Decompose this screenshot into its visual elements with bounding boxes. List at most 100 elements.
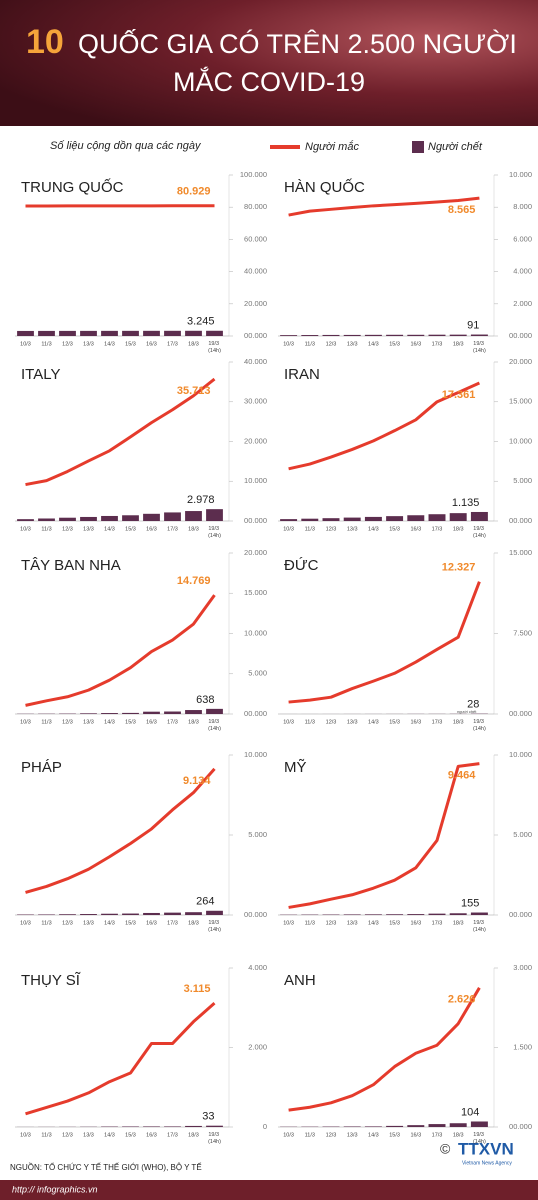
y-tick-label: 20.000	[244, 299, 267, 308]
logo: TTXVN	[458, 1139, 514, 1158]
x-tick-label: 15/3	[125, 920, 136, 926]
x-tick-label: 16/3	[410, 920, 421, 926]
x-tick-label: 10/3	[283, 719, 294, 725]
death-bar	[470, 912, 488, 915]
x-tick-label: 18/3	[188, 526, 199, 532]
cases-label: 3.115	[184, 983, 211, 995]
death-bar	[449, 513, 467, 521]
x-tick-label: 17/3	[432, 1132, 443, 1138]
y-tick-label: 00.000	[509, 1122, 532, 1131]
death-bar	[143, 912, 160, 915]
x-tick-label: 15/3	[389, 920, 400, 926]
x-tick-label: 17/3	[432, 719, 443, 725]
y-tick-label: 6.000	[513, 234, 532, 243]
death-label: 91	[467, 319, 479, 331]
x-tick-label: 19/3 (14h)	[208, 526, 221, 539]
x-tick-label: 16/3	[146, 719, 157, 725]
x-tick-label: 18/3	[453, 341, 464, 347]
cases-label: 9.464	[448, 769, 476, 781]
death-bar	[59, 517, 76, 521]
y-tick-label: 00.000	[244, 516, 267, 525]
death-bar	[428, 514, 446, 521]
cases-line	[25, 1002, 216, 1116]
x-tick-label: 18/3	[188, 719, 199, 725]
death-bar	[449, 1123, 467, 1127]
logo-subtitle: Vietnam News Agency	[462, 1160, 512, 1166]
death-bar	[322, 518, 340, 521]
death-bar	[80, 516, 97, 521]
chart-title: ITALY	[21, 366, 60, 383]
cases-label: 35.713	[177, 385, 211, 397]
death-bar	[143, 330, 160, 336]
y-tick-label: 15.000	[509, 548, 532, 557]
cases-label: 2.626	[448, 994, 476, 1006]
death-bar	[185, 511, 202, 521]
y-tick-label: 80.000	[244, 202, 267, 211]
cases-label: 17.361	[442, 389, 476, 401]
source: NGUỒN: TỔ CHỨC Y TẾ THẾ GIỚI (WHO), BỘ Y…	[10, 1162, 202, 1172]
death-label: 638	[196, 694, 214, 706]
x-tick-label: 14/3	[368, 526, 379, 532]
chart-title: MỸ	[284, 759, 307, 776]
x-tick-label: 15/3	[389, 526, 400, 532]
legend-swatch	[412, 141, 424, 153]
legend-label: Người chết	[428, 141, 483, 153]
death-label: 264	[196, 896, 214, 908]
title-line: MẮC COVID-19	[173, 66, 365, 97]
x-tick-label: 19/3 (14h)	[473, 920, 486, 933]
url: http:// infographics.vn	[12, 1184, 98, 1194]
death-bar	[206, 330, 223, 336]
x-tick-label: 15/3	[389, 341, 400, 347]
x-tick-label: 15/3	[125, 1132, 136, 1138]
copyright: ©	[440, 1141, 451, 1157]
death-bar	[364, 914, 382, 915]
death-bar	[164, 711, 181, 714]
cases-label: 9.134	[183, 775, 211, 787]
cases-line	[25, 767, 216, 894]
death-bar	[407, 914, 425, 915]
x-tick-label: 10/3	[20, 719, 31, 725]
x-tick-label: 14/3	[104, 920, 115, 926]
death-bar	[343, 517, 361, 521]
death-bar	[143, 711, 160, 714]
y-tick-label: 8.000	[513, 202, 532, 211]
x-tick-label: 13/3	[347, 341, 358, 347]
death-bar	[185, 330, 202, 336]
death-bar	[407, 515, 425, 521]
x-tick-label: 14/3	[368, 1132, 379, 1138]
death-bar	[164, 912, 181, 915]
x-tick-label: 11/3	[305, 1132, 315, 1138]
x-tick-label: 12/3	[326, 1132, 337, 1138]
x-tick-label: 12/3	[326, 341, 337, 347]
death-bar	[301, 518, 319, 521]
y-tick-label: 15.000	[244, 588, 267, 597]
x-tick-label: 18/3	[453, 719, 464, 725]
x-tick-label: 18/3	[453, 1132, 464, 1138]
death-bar	[301, 335, 319, 336]
x-tick-label: 14/3	[368, 341, 379, 347]
y-tick-label: 20.000	[244, 548, 267, 557]
y-tick-label: 5.000	[513, 830, 532, 839]
cases-line	[288, 762, 480, 909]
death-bar	[143, 1126, 160, 1127]
death-bar	[164, 330, 181, 336]
y-tick-label: 10.000	[509, 170, 532, 179]
death-bar	[122, 1126, 139, 1127]
y-tick-label: 60.000	[244, 234, 267, 243]
death-bar	[428, 334, 446, 336]
death-bar	[185, 710, 202, 714]
x-tick-label: 13/3	[83, 719, 94, 725]
x-tick-label: 11/3	[305, 719, 315, 725]
x-tick-label: 17/3	[167, 719, 178, 725]
legend-label: Người mắc	[305, 140, 359, 153]
x-tick-label: 19/3 (14h)	[473, 1132, 486, 1145]
death-bar	[364, 1126, 382, 1127]
y-tick-label: 100.000	[240, 170, 267, 179]
y-tick-label: 0	[263, 1122, 267, 1131]
death-bar	[386, 516, 404, 521]
cases-line	[288, 581, 481, 704]
x-tick-label: 10/3	[283, 1132, 294, 1138]
x-tick-label: 14/3	[104, 719, 115, 725]
y-tick-label: 15.000	[509, 397, 532, 406]
x-tick-label: 11/3	[305, 526, 315, 532]
